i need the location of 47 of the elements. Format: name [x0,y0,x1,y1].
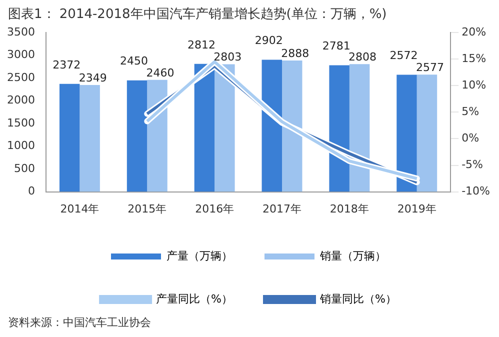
y-tick-label: 1500 [6,116,35,130]
bar [214,64,235,192]
legend-label: 产量（万辆） [166,249,232,262]
bar [194,64,215,192]
y2-tick-label: -5% [462,158,484,172]
y-tick-label: 2500 [6,70,35,84]
bar [396,74,417,192]
y-tick-label: 2000 [6,94,35,107]
chart-title: 图表1： 2014-2018年中国汽车产销量增长趋势(单位：万辆，%) [7,6,388,23]
bar [126,80,148,192]
y2-tick-label: -10% [462,184,490,198]
data-label: 2572 [390,49,418,62]
data-label: 2803 [214,50,242,64]
x-tick-label: 2017年 [262,202,302,216]
data-label: 2460 [146,66,174,80]
y-tick-label: 3000 [6,48,35,62]
data-label: 2349 [78,71,107,84]
data-label: 2902 [254,34,283,48]
data-label: 2781 [322,40,350,53]
bar [59,84,80,192]
data-label: 2577 [416,60,444,74]
data-label: 2450 [120,54,148,68]
data-label: 2888 [281,46,310,60]
x-tick-label: 2016年 [195,202,234,216]
x-tick-label: 2015年 [128,202,167,216]
y2-tick-label: 15% [462,52,486,65]
y2-tick-label: 5% [462,105,480,118]
y-tick-label: 0 [28,184,35,198]
legend-label: 销量同比（%） [319,292,396,306]
y2-tick-label: 0% [462,132,480,145]
bar [80,84,100,192]
data-label: 2812 [187,38,216,52]
x-tick-label: 2019年 [397,202,436,216]
data-label: 2808 [348,50,377,64]
y2-tick-label: 10% [462,78,486,92]
bar [262,60,282,192]
y-tick-label: 3500 [6,25,35,38]
y2-tick-label: 20% [462,25,486,38]
y-tick-label: 500 [14,162,35,175]
legend-label: 产量同比（%） [156,292,232,306]
text: 资料来源：中国汽车工业协会 [7,315,152,330]
x-tick-label: 2014年 [60,202,100,216]
legend-label: 销量（万辆） [319,249,386,262]
data-label: 2372 [52,58,81,72]
bar [416,74,438,192]
x-tick-label: 2018年 [330,202,369,216]
y-tick-label: 1000 [6,139,35,152]
